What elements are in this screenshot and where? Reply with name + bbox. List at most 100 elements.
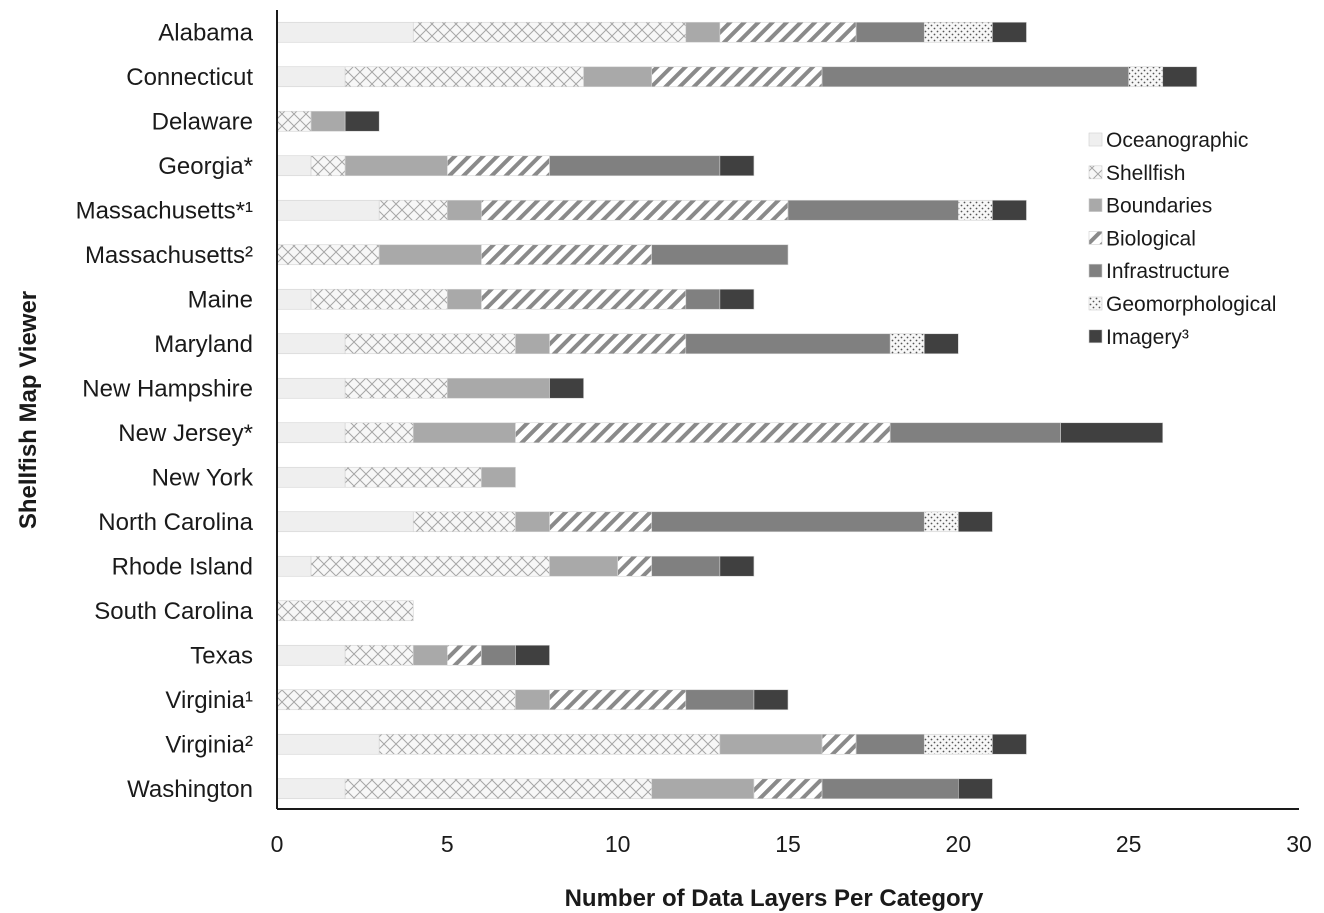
- bar-segment-rhode-island-infrastructure: [651, 555, 721, 577]
- bar-segment-new-jersey-biological: [515, 422, 891, 444]
- bar-segment-texas-infrastructure: [481, 644, 516, 666]
- category-label-massachusetts: Massachusetts*¹: [76, 197, 253, 224]
- bar-segment-north-carolina-infrastructure: [651, 511, 925, 533]
- x-tick-label-5: 5: [441, 831, 454, 857]
- legend-label-infrastructure: Infrastructure: [1106, 260, 1230, 283]
- bar-segment-massachusetts-shellfish: [378, 199, 448, 221]
- bar-segment-georgia-infrastructure: [549, 155, 721, 177]
- legend-swatch-shellfish: [1088, 165, 1103, 180]
- bar-segment-new-jersey-infrastructure: [889, 422, 1061, 444]
- bar-segment-georgia-boundaries: [344, 155, 448, 177]
- bar-segment-virginia-biological: [821, 733, 857, 755]
- bar-segment-georgia-shellfish: [310, 155, 346, 177]
- bar-segment-texas-imagery: [515, 644, 550, 666]
- bar-segment-massachusetts-imagery: [992, 199, 1027, 221]
- x-tick-label-10: 10: [605, 831, 631, 857]
- bar-segment-new-hampshire-oceanographic: [276, 377, 346, 399]
- bar-segment-maine-shellfish: [310, 288, 448, 310]
- category-label-alabama: Alabama: [158, 19, 253, 46]
- legend-label-geomorphological: Geomorphological: [1106, 293, 1276, 316]
- bar-segment-maine-biological: [481, 288, 687, 310]
- bar-segment-connecticut-infrastructure: [821, 66, 1129, 88]
- bar-segment-virginia-imagery: [992, 733, 1027, 755]
- legend-swatch-biological: [1088, 231, 1103, 245]
- bar-segment-maine-oceanographic: [276, 288, 312, 310]
- bar-segment-rhode-island-imagery: [719, 555, 755, 577]
- bar-segment-texas-boundaries: [412, 644, 448, 666]
- bar-segment-north-carolina-oceanographic: [276, 511, 414, 533]
- bar-segment-alabama-biological: [719, 21, 857, 43]
- bar-segment-washington-imagery: [958, 778, 993, 800]
- bar-segment-georgia-imagery: [719, 155, 755, 177]
- legend-swatch-imagery: [1088, 329, 1103, 344]
- bar-segment-alabama-geomorphological: [923, 21, 993, 43]
- category-label-rhode-island: Rhode Island: [112, 553, 253, 580]
- bar-segment-maryland-imagery: [923, 333, 959, 355]
- x-tick-label-0: 0: [271, 831, 284, 857]
- legend-label-oceanographic: Oceanographic: [1106, 129, 1248, 152]
- bar-segment-virginia-oceanographic: [276, 733, 380, 755]
- bar-segment-virginia-infrastructure: [685, 689, 755, 711]
- category-label-georgia: Georgia*: [158, 153, 253, 180]
- bar-segment-connecticut-imagery: [1162, 66, 1198, 88]
- bar-segment-virginia-boundaries: [719, 733, 823, 755]
- bar-segment-washington-boundaries: [651, 778, 755, 800]
- bar-segment-connecticut-shellfish: [344, 66, 584, 88]
- legend: Oceanographic Shellfish Boundaries Biologic…: [1088, 129, 1276, 349]
- bar-segment-texas-oceanographic: [276, 644, 346, 666]
- x-tick-label-20: 20: [946, 831, 972, 857]
- x-tick-label-15: 15: [775, 831, 801, 857]
- bar-segment-maine-boundaries: [447, 288, 482, 310]
- bar-segment-virginia-infrastructure: [855, 733, 925, 755]
- bar-segment-connecticut-boundaries: [583, 66, 653, 88]
- bar-segment-massachusetts-shellfish: [276, 244, 380, 266]
- bar-segment-massachusetts-infrastructure: [787, 199, 959, 221]
- bar-segment-delaware-shellfish: [276, 110, 312, 132]
- bar-segment-rhode-island-boundaries: [549, 555, 618, 577]
- bar-segment-new-york-shellfish: [344, 466, 482, 488]
- bar-segment-connecticut-oceanographic: [276, 66, 346, 88]
- bar-segment-virginia-boundaries: [515, 689, 550, 711]
- bar-segment-north-carolina-biological: [549, 511, 653, 533]
- bar-segment-maryland-infrastructure: [685, 333, 891, 355]
- category-label-texas: Texas: [190, 642, 253, 669]
- bar-segment-alabama-infrastructure: [855, 21, 925, 43]
- bar-segment-alabama-boundaries: [685, 21, 721, 43]
- bar-segment-rhode-island-oceanographic: [276, 555, 312, 577]
- category-label-washington: Washington: [127, 776, 253, 803]
- bar-segment-connecticut-biological: [651, 66, 823, 88]
- bar-segment-delaware-boundaries: [310, 110, 346, 132]
- legend-label-imagery: Imagery³: [1106, 326, 1189, 349]
- category-label-maryland: Maryland: [154, 331, 253, 358]
- bar-segment-new-york-oceanographic: [276, 466, 346, 488]
- category-label-maine: Maine: [188, 286, 253, 313]
- bar-segment-connecticut-geomorphological: [1128, 66, 1164, 88]
- bar-segment-rhode-island-shellfish: [310, 555, 550, 577]
- bar-segment-alabama-oceanographic: [276, 21, 414, 43]
- bar-segment-massachusetts-boundaries: [447, 199, 482, 221]
- bar-segment-virginia-biological: [549, 689, 687, 711]
- bar-segment-maryland-boundaries: [515, 333, 550, 355]
- bar-segment-massachusetts-boundaries: [378, 244, 482, 266]
- legend-swatch-boundaries: [1088, 198, 1103, 212]
- x-axis-ticks: 0 5 10 15 20 25 30: [271, 831, 1312, 857]
- bar-segment-georgia-oceanographic: [276, 155, 312, 177]
- bar-segment-maryland-shellfish: [344, 333, 516, 355]
- bar-segment-north-carolina-shellfish: [412, 511, 516, 533]
- bar-segment-north-carolina-geomorphological: [923, 511, 959, 533]
- category-label-virginia: Virginia²: [165, 731, 253, 758]
- bar-segment-new-jersey-shellfish: [344, 422, 414, 444]
- bar-segment-new-hampshire-boundaries: [447, 377, 550, 399]
- category-label-virginia: Virginia¹: [165, 687, 253, 714]
- bars-layer: [276, 21, 1198, 800]
- bar-segment-washington-biological: [753, 778, 823, 800]
- bar-segment-new-jersey-oceanographic: [276, 422, 346, 444]
- bar-segment-washington-oceanographic: [276, 778, 346, 800]
- bar-segment-virginia-shellfish: [276, 689, 516, 711]
- bar-segment-massachusetts-biological: [481, 199, 789, 221]
- bar-segment-new-hampshire-imagery: [549, 377, 584, 399]
- bar-segment-massachusetts-infrastructure: [651, 244, 789, 266]
- legend-label-shellfish: Shellfish: [1106, 162, 1185, 185]
- category-label-new-york: New York: [152, 464, 254, 491]
